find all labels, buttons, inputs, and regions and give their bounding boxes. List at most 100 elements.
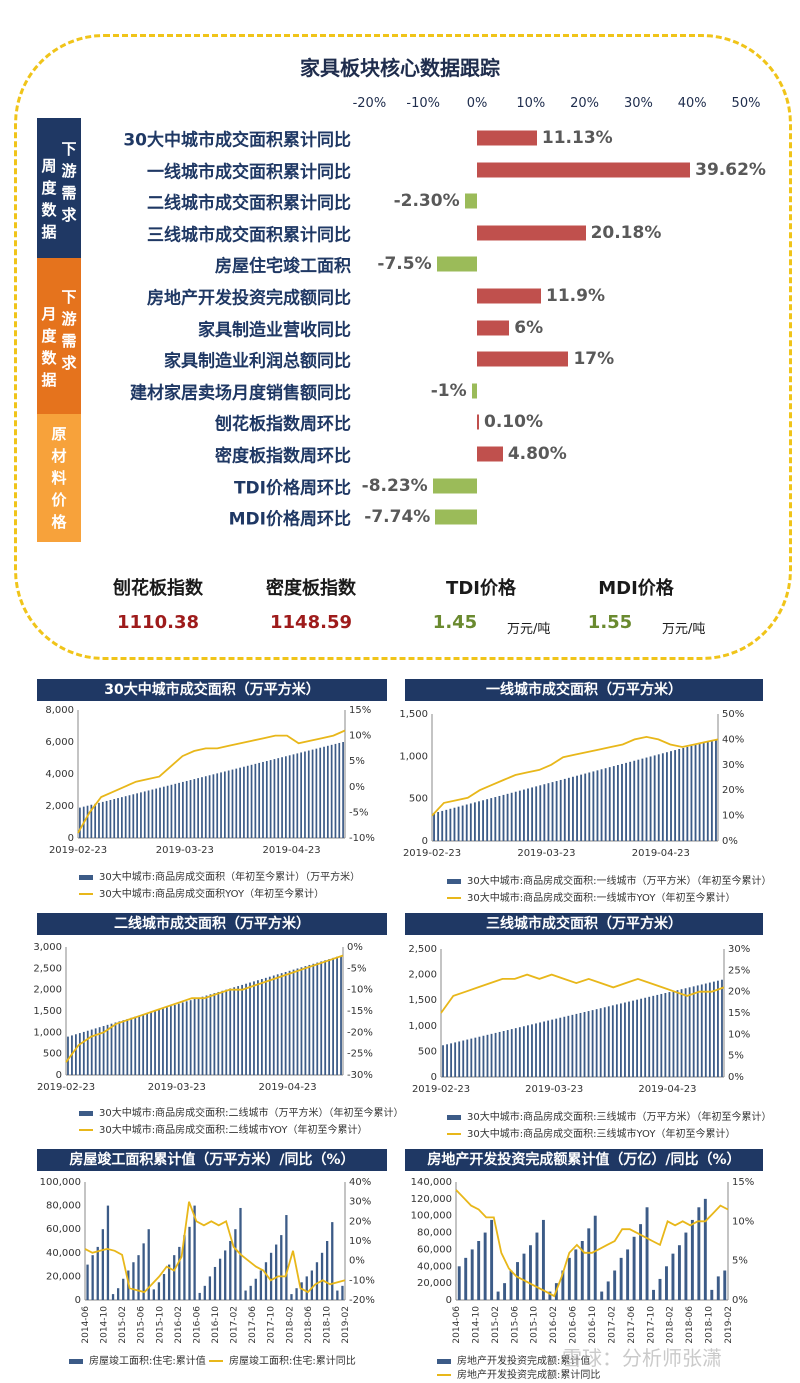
legend-bar-series: 30大中城市:商品房成交面积（年初至今累计）（万平方米） bbox=[79, 868, 360, 883]
chart-bar bbox=[698, 743, 701, 841]
chart-bar bbox=[684, 988, 687, 1077]
y-tick-label-right: 5% bbox=[728, 1051, 744, 1062]
legend-swatch bbox=[447, 1133, 461, 1135]
chart-bar bbox=[478, 801, 480, 841]
y-tick-label-left: 1,000 bbox=[408, 1021, 437, 1032]
y-tick-label-left: 0 bbox=[446, 1295, 452, 1306]
indicator-bar bbox=[471, 383, 477, 399]
chart-bar bbox=[106, 1205, 110, 1300]
chart-bar bbox=[656, 994, 659, 1077]
chart-bar bbox=[102, 1026, 105, 1075]
chart-bar bbox=[543, 784, 546, 841]
indicator-label: MDI价格周环比 bbox=[228, 509, 351, 530]
x-tick-label: 2015-10 bbox=[155, 1306, 165, 1344]
chart-bar bbox=[277, 758, 280, 838]
x-tick-label: 2017-10 bbox=[267, 1306, 277, 1344]
chart-bar bbox=[591, 1010, 594, 1077]
chart-bar bbox=[170, 784, 173, 838]
chart-bar bbox=[514, 791, 517, 841]
chart-bar bbox=[494, 797, 497, 841]
chart-bar bbox=[162, 1008, 164, 1075]
chart-bar bbox=[189, 780, 192, 838]
chart-bar bbox=[137, 1255, 140, 1300]
x-tick-label: 2015-06 bbox=[510, 1306, 520, 1344]
chart-title: 一线城市成交面积（万平方米） bbox=[405, 679, 763, 701]
y-tick-label-left: 80,000 bbox=[417, 1228, 452, 1239]
indicator-label: 建材家居卖场月度销售额同比 bbox=[130, 383, 351, 404]
chart-bar bbox=[178, 1246, 181, 1300]
indicator-label: 密度板指数周环比 bbox=[215, 446, 351, 467]
x-tick-label: 2019-02-23 bbox=[403, 848, 461, 859]
chart-bar bbox=[138, 1015, 141, 1075]
x-tick-label: 2017-02 bbox=[230, 1306, 240, 1344]
chart-bar bbox=[101, 1229, 104, 1300]
chart-bar bbox=[708, 982, 711, 1077]
chart-bar bbox=[281, 757, 283, 838]
chart-bar bbox=[486, 1034, 489, 1077]
chart-bar bbox=[235, 768, 238, 838]
chart-bar bbox=[600, 769, 603, 841]
chart-bar bbox=[244, 1290, 247, 1300]
y-tick-label-left: 0 bbox=[431, 1072, 437, 1083]
chart-bar bbox=[555, 1018, 558, 1077]
chart-bar bbox=[652, 1289, 655, 1300]
chart-bar bbox=[587, 1011, 590, 1077]
y-tick-label-right: -20% bbox=[349, 1295, 375, 1306]
chart-bar bbox=[712, 981, 715, 1077]
chart-bar bbox=[629, 761, 632, 841]
y-tick-label-right: -10% bbox=[347, 985, 373, 996]
y-tick-label-left: 500 bbox=[43, 1049, 62, 1060]
chart-bar bbox=[265, 761, 268, 838]
chart-bar bbox=[482, 1035, 485, 1077]
y-tick-label-left: 100,000 bbox=[40, 1177, 81, 1188]
chart-bar bbox=[94, 1028, 97, 1075]
y-tick-label-right: -15% bbox=[347, 1006, 373, 1017]
chart-bar bbox=[584, 773, 587, 841]
y-tick-label-left: 0 bbox=[75, 1295, 81, 1306]
y-tick-label-left: 2,000 bbox=[45, 801, 74, 812]
chart-bar bbox=[113, 799, 116, 838]
chart-bar bbox=[82, 1031, 85, 1075]
chart-bar bbox=[193, 1205, 196, 1300]
chart-bar bbox=[483, 1232, 487, 1300]
y-tick-label-right: 10% bbox=[349, 731, 371, 742]
chart-bar bbox=[136, 793, 138, 838]
chart-bar bbox=[151, 789, 154, 838]
y-tick-label-left: 500 bbox=[418, 1046, 437, 1057]
chart-bar bbox=[490, 798, 493, 841]
chart-plot: 0 500 1,000 1,500 2,000 2,500 3,000 -30% -25% -20… bbox=[33, 942, 373, 1093]
chart-bar bbox=[185, 1001, 188, 1075]
kpi-unit: 万元/吨 bbox=[662, 622, 706, 637]
chart-bar bbox=[474, 1037, 477, 1077]
x-tick-label: 2018-10 bbox=[705, 1306, 715, 1344]
y-tick-label-right: 40% bbox=[349, 1177, 371, 1188]
chart-bar bbox=[615, 1004, 618, 1077]
indicator-bar bbox=[477, 225, 586, 241]
chart-bar bbox=[152, 1289, 155, 1300]
x-tick-label: 2016-10 bbox=[588, 1306, 598, 1344]
chart-bar bbox=[220, 772, 222, 838]
series-line bbox=[65, 954, 344, 1063]
chart-bar bbox=[482, 800, 484, 841]
legend-text: 30大中城市:商品房成交面积:三线城市（万平方米）（年初至今累计） bbox=[467, 1112, 772, 1123]
chart-bar bbox=[486, 799, 489, 841]
legend-text: 房屋竣工面积:住宅:累计同比 bbox=[229, 1356, 356, 1367]
chart-bar bbox=[111, 1294, 115, 1300]
chart-bar bbox=[700, 984, 703, 1077]
chart-bar bbox=[706, 741, 709, 841]
chart-bar bbox=[126, 1018, 129, 1075]
axis-tick: 30% bbox=[623, 96, 653, 111]
legend-line-series: 30大中城市:商品房成交面积:二线城市YOY（年初至今累计） bbox=[79, 1121, 367, 1136]
x-tick-label: 2019-02 bbox=[341, 1306, 351, 1344]
chart-bar bbox=[510, 792, 513, 841]
indicator-label: 30大中城市成交面积累计同比 bbox=[123, 130, 351, 151]
chart-bar bbox=[674, 750, 677, 841]
chart-bar bbox=[704, 983, 707, 1077]
chart-bar bbox=[193, 999, 196, 1075]
chart-bar bbox=[147, 790, 150, 838]
chart-bar bbox=[437, 811, 440, 841]
axis-tick: -10% bbox=[406, 96, 440, 111]
chart-bar bbox=[442, 1045, 444, 1077]
chart-bar bbox=[157, 1282, 161, 1300]
chart-bar bbox=[122, 1020, 125, 1075]
